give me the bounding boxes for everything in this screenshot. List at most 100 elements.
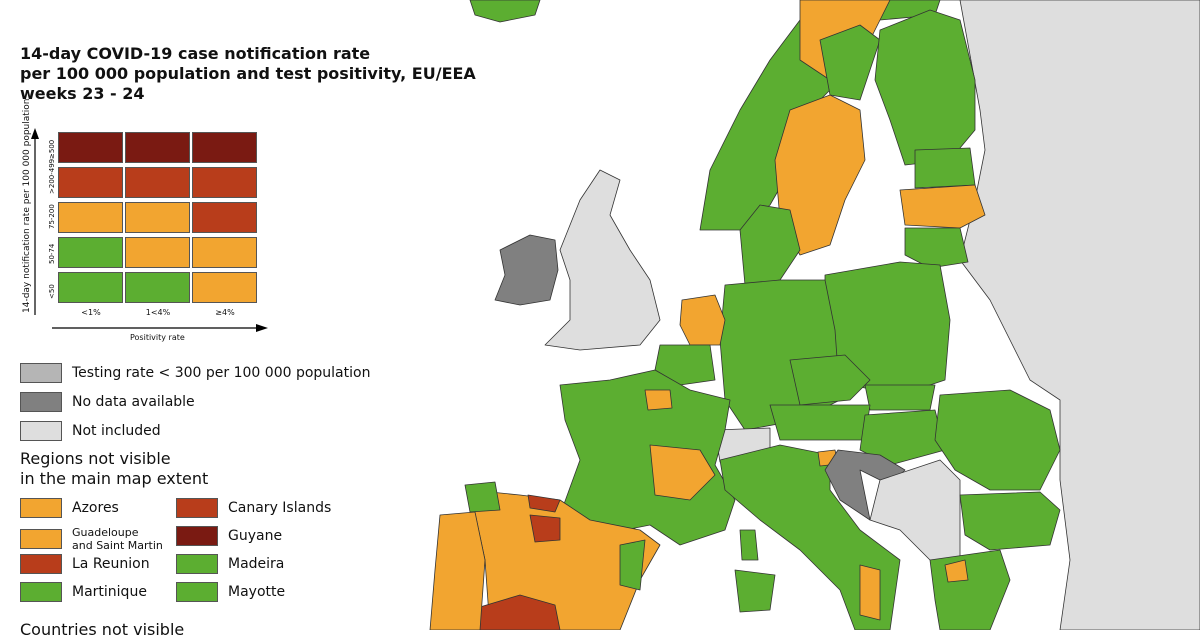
matrix-cell — [192, 237, 257, 268]
title-line-3: weeks 23 - 24 — [20, 84, 145, 103]
y-axis-arrow-icon — [31, 128, 39, 139]
region-uk-not-included — [544, 169, 661, 351]
row-label: <50 — [48, 284, 56, 299]
x-axis-arrow-icon — [256, 324, 268, 332]
region-galicia — [464, 481, 501, 513]
region-netherlands — [679, 294, 726, 346]
legend-label: Not included — [72, 423, 161, 439]
regions-heading-line-1: Regions not visible — [20, 449, 171, 468]
region-valencia — [619, 539, 646, 591]
region-legend-item: La Reunion — [20, 554, 150, 574]
legend-matrix: 14-day notification rate per 100 000 pop… — [20, 98, 280, 350]
matrix-cell — [192, 132, 257, 163]
region-sicily — [734, 569, 776, 613]
region-legend-item: Guadeloupe and Saint Martin — [20, 526, 163, 552]
matrix-cell — [125, 272, 190, 303]
matrix-cell — [125, 132, 190, 163]
region-ireland-no-data — [494, 234, 559, 306]
region-legend-item: Madeira — [176, 554, 284, 574]
region-label: Canary Islands — [228, 500, 332, 516]
swatch — [176, 526, 218, 546]
legend-label: Testing rate < 300 per 100 000 populatio… — [72, 365, 371, 381]
region-russia-not-included — [939, 0, 1200, 630]
swatch — [20, 529, 62, 549]
swatch — [176, 554, 218, 574]
swatch — [20, 582, 62, 602]
countries-heading: Countries not visible — [20, 620, 185, 639]
swatch — [20, 554, 62, 574]
region-croatia-no-data — [824, 449, 906, 521]
region-estonia — [914, 147, 976, 189]
region-label: Madeira — [228, 556, 285, 572]
column-label: 1<4% — [145, 308, 171, 317]
row-label: ≥500 — [48, 139, 56, 159]
matrix-axes — [31, 128, 268, 332]
column-label: <1% — [81, 308, 101, 317]
region-bulgaria — [959, 491, 1061, 551]
region-sardinia — [739, 529, 759, 561]
region-greece — [929, 549, 1011, 630]
region-latvia — [899, 184, 986, 229]
swatch — [20, 392, 62, 412]
region-austria — [769, 404, 871, 441]
column-label: ≥4% — [215, 308, 235, 317]
region-slovakia — [864, 384, 936, 411]
legend-not-included: Not included — [20, 421, 161, 441]
region-france-east-orange — [649, 444, 716, 501]
matrix-cell — [58, 272, 123, 303]
legend-no-data: No data available — [20, 392, 195, 412]
region-label: Mayotte — [228, 584, 286, 600]
region-label: Guadeloupe and Saint Martin — [72, 526, 163, 552]
matrix-cell — [58, 132, 123, 163]
region-finland — [874, 9, 976, 166]
matrix-cell — [125, 202, 190, 233]
matrix-cell — [58, 237, 123, 268]
title-line-1: 14-day COVID-19 case notification rate — [20, 44, 371, 63]
region-sweden-north — [819, 24, 881, 101]
region-italy-south-orange — [859, 564, 881, 621]
region-label: Martinique — [72, 584, 147, 600]
matrix-cell — [58, 167, 123, 198]
region-legend-item: Mayotte — [176, 582, 285, 602]
region-lithuania — [904, 227, 969, 269]
region-portugal — [429, 511, 486, 630]
region-legend-item: Martinique — [20, 582, 147, 602]
regions-heading: Regions not visible in the main map exte… — [20, 449, 208, 489]
swatch — [20, 498, 62, 518]
matrix-cell — [125, 237, 190, 268]
region-belgium — [654, 344, 716, 386]
row-label: 75-200 — [48, 204, 56, 229]
region-spain-red — [529, 514, 561, 543]
region-spain-north-red — [527, 494, 561, 513]
x-axis-label: Positivity rate — [130, 333, 185, 342]
matrix-cell — [192, 167, 257, 198]
swatch — [176, 582, 218, 602]
region-sweden — [774, 94, 866, 256]
region-greece-orange — [944, 559, 969, 583]
region-iceland — [469, 0, 541, 23]
region-label: La Reunion — [72, 556, 150, 572]
map-title: 14-day COVID-19 case notification rate p… — [20, 44, 480, 104]
row-label: >200-499 — [48, 158, 56, 194]
region-france-paris-orange — [644, 389, 673, 411]
region-france — [559, 369, 736, 546]
region-legend-item: Guyane — [176, 526, 282, 546]
row-label: 50-74 — [48, 243, 56, 264]
swatch — [176, 498, 218, 518]
swatch — [20, 363, 62, 383]
region-label: Guyane — [228, 528, 283, 544]
y-axis-label: 14-day notification rate per 100 000 pop… — [22, 98, 32, 313]
region-czechia — [789, 354, 871, 406]
legend-testing: Testing rate < 300 per 100 000 populatio… — [20, 363, 370, 383]
regions-heading-line-2: in the main map extent — [20, 469, 209, 488]
region-legend-item: Canary Islands — [176, 498, 331, 518]
matrix-cell — [192, 202, 257, 233]
region-legend-item: Azores — [20, 498, 119, 518]
title-line-2: per 100 000 population and test positivi… — [20, 64, 476, 83]
matrix-cell — [125, 167, 190, 198]
region-romania — [934, 389, 1061, 491]
matrix-cell — [192, 272, 257, 303]
matrix-cell — [58, 202, 123, 233]
region-label: Azores — [72, 500, 119, 516]
